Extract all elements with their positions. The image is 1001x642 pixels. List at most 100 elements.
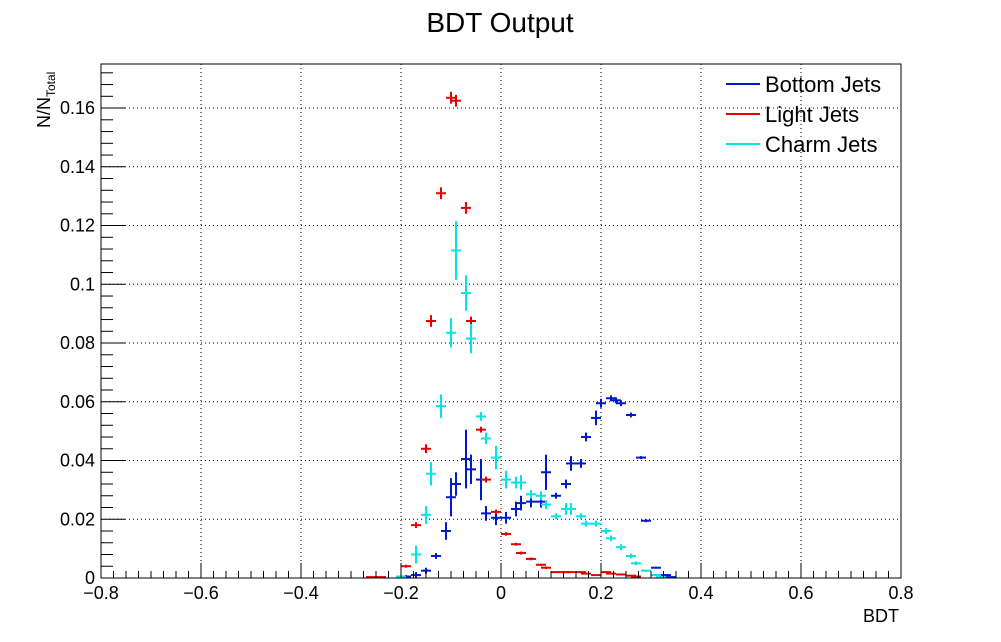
charm-jets-point [481,432,491,445]
bottom-jets-point [566,456,576,471]
light-jets-point [461,202,471,214]
light-jets-point [491,509,501,515]
charm-jets-point [466,323,476,354]
x-tick-label: 0.8 [888,583,913,603]
charm-jets-point [581,520,591,527]
bottom-jets-point [591,410,601,426]
light-jets-point [436,187,446,200]
bottom-jets-point [481,506,491,521]
chart-title: BDT Output [426,7,574,38]
charm-jets-point [451,221,461,280]
light-jets-point [476,426,486,433]
bottom-jets-series [401,395,676,579]
y-tick-label: 0 [85,568,95,588]
light-jets-point [616,573,626,576]
y-axis-label: N/NTotal [34,72,58,128]
bottom-jets-point [516,495,526,511]
bottom-jets-point [561,479,571,489]
bottom-jets-point [411,572,421,578]
charm-jets-point [491,445,501,470]
charm-jets-point [411,545,421,564]
x-tick-label: 0 [496,583,506,603]
bottom-jets-point [636,456,646,460]
charm-jets-point [631,561,641,566]
y-tick-label: 0.06 [60,392,95,412]
charm-jets-point [591,520,601,527]
x-tick-label: −0.2 [383,583,419,603]
light-jets-point [411,522,421,529]
charm-jets-point [526,489,536,499]
light-jets-point [536,563,546,566]
y-tick-label: 0.14 [60,157,95,177]
legend-item-light-jets: Light Jets [726,102,859,127]
light-jets-point [446,91,456,104]
charm-jets-point [421,506,431,524]
bottom-jets-point [466,454,476,485]
x-tick-label: −0.8 [83,583,119,603]
light-jets-point [516,551,526,555]
legend-label: Light Jets [765,102,859,127]
charm-jets-point [641,569,651,572]
svg-text:N/NTotal: N/NTotal [34,72,58,128]
axes: −0.8 −0.6 −0.4 −0.2 0 0.2 0.4 0.6 0.8 0 0.02 0.04 0.… [60,72,914,603]
light-jets-point [606,572,616,575]
charm-jets-point [626,553,636,559]
y-tick-label: 0.1 [70,274,95,294]
light-jets-point [426,315,436,327]
bottom-jets-point [461,429,471,489]
charm-jets-point [476,412,486,421]
light-jets-point [501,532,511,536]
grid [101,64,901,578]
charm-jets-point [601,528,611,534]
x-tick-label: −0.4 [283,583,319,603]
bottom-jets-point [641,519,651,523]
charm-jets-point [501,470,511,489]
y-tick-label: 0.12 [60,216,95,236]
bottom-jets-point [501,511,511,524]
charm-jets-point [651,574,661,577]
light-jets-point [566,571,576,574]
x-tick-label: 0.2 [588,583,613,603]
light-jets-point [541,566,551,569]
bottom-jets-point [441,522,451,540]
y-axis-label-main: N/N [34,97,54,128]
x-tick-label: 0.6 [788,583,813,603]
charm-jets-point [516,475,526,490]
bottom-jets-point [651,566,661,569]
y-axis-label-sub: Total [44,72,58,97]
bottom-jets-point [451,472,461,496]
plot-area [366,91,676,579]
legend-label: Bottom Jets [765,72,881,97]
light-jets-point [631,575,641,578]
charm-jets-point [616,544,626,551]
bottom-jets-point [616,400,626,407]
x-tick-label: 0.4 [688,583,713,603]
bottom-jets-point [576,459,586,468]
legend: Bottom Jets Light Jets Charm Jets [726,72,881,157]
light-jets-point [481,476,491,483]
legend-item-bottom-jets: Bottom Jets [726,72,881,97]
bottom-jets-point [661,574,671,577]
charm-jets-point [541,500,551,509]
x-axis-label: BDT [863,606,899,626]
bottom-jets-point [551,492,561,499]
y-tick-label: 0.04 [60,451,95,471]
charm-jets-point [461,275,471,311]
light-jets-point [591,574,601,577]
charm-jets-point [606,535,616,542]
charm-jets-point [426,461,436,486]
bottom-jets-point [626,412,636,418]
light-jets-point [551,571,561,574]
bottom-jets-point [541,454,551,490]
charm-jets-point [576,513,586,520]
light-jets-point [581,572,591,575]
y-tick-label: 0.02 [60,509,95,529]
light-jets-point [451,94,461,107]
legend-label: Charm Jets [765,132,877,157]
light-jets-point [511,542,521,546]
legend-item-charm-jets: Charm Jets [726,132,877,157]
charm-jets-point [446,318,456,348]
bottom-jets-point [596,398,606,408]
charm-jets-point [536,491,546,501]
